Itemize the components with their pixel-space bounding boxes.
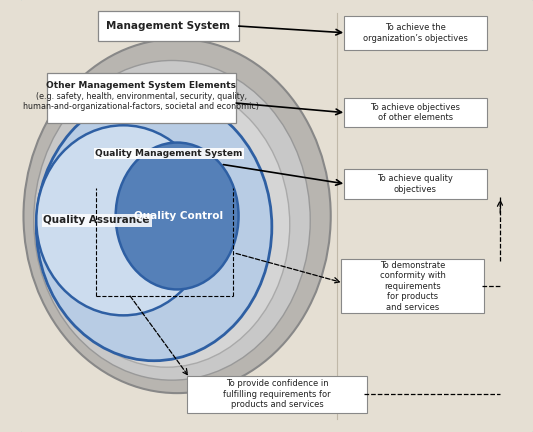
Text: Quality Control: Quality Control xyxy=(134,211,223,221)
FancyBboxPatch shape xyxy=(344,16,487,50)
FancyBboxPatch shape xyxy=(188,376,367,413)
Text: Quality Management System: Quality Management System xyxy=(95,149,243,158)
Text: Quality Assurance: Quality Assurance xyxy=(44,215,150,226)
FancyBboxPatch shape xyxy=(18,0,533,432)
FancyBboxPatch shape xyxy=(98,11,239,41)
Ellipse shape xyxy=(34,60,310,380)
Text: To provide confidence in
fulfilling requirements for
products and services: To provide confidence in fulfilling requ… xyxy=(223,379,331,409)
Text: To demonstrate
conformity with
requirements
for products
and services: To demonstrate conformity with requireme… xyxy=(379,261,446,311)
Text: To achieve objectives
of other elements: To achieve objectives of other elements xyxy=(370,103,460,122)
FancyBboxPatch shape xyxy=(344,98,487,127)
Text: Management System: Management System xyxy=(106,21,230,31)
Ellipse shape xyxy=(44,82,290,367)
Text: To achieve the
organization’s objectives: To achieve the organization’s objectives xyxy=(363,23,467,42)
Ellipse shape xyxy=(36,125,211,315)
Text: To achieve quality
objectives: To achieve quality objectives xyxy=(377,175,453,194)
Text: (e.g. safety, health, environmental, security, quality,
human-and-organizational: (e.g. safety, health, environmental, sec… xyxy=(23,92,259,111)
Ellipse shape xyxy=(116,143,239,289)
Ellipse shape xyxy=(23,39,331,393)
FancyBboxPatch shape xyxy=(341,259,484,313)
FancyBboxPatch shape xyxy=(344,169,487,199)
FancyBboxPatch shape xyxy=(46,73,236,123)
Text: Other Management System Elements: Other Management System Elements xyxy=(46,81,236,89)
Ellipse shape xyxy=(36,93,272,361)
